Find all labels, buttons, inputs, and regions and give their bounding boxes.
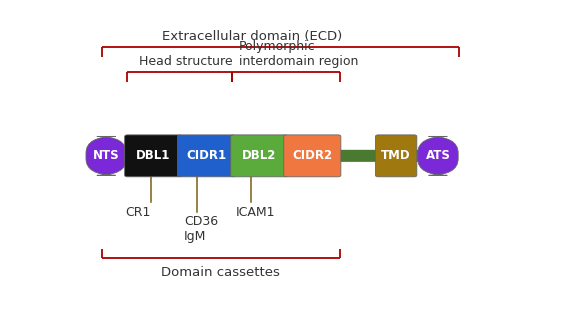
Text: NTS: NTS xyxy=(93,149,119,162)
Text: DBL2: DBL2 xyxy=(242,149,277,162)
Text: Polymorphic
interdomain region: Polymorphic interdomain region xyxy=(239,40,358,68)
FancyBboxPatch shape xyxy=(125,135,182,177)
FancyBboxPatch shape xyxy=(177,135,235,177)
FancyBboxPatch shape xyxy=(86,136,126,175)
FancyBboxPatch shape xyxy=(375,135,417,177)
FancyBboxPatch shape xyxy=(284,135,341,177)
Text: CIDR1: CIDR1 xyxy=(186,149,226,162)
Text: DBL1: DBL1 xyxy=(136,149,171,162)
Text: Extracellular domain (ECD): Extracellular domain (ECD) xyxy=(162,30,343,43)
Text: ICAM1: ICAM1 xyxy=(235,206,275,219)
Text: CD36
IgM: CD36 IgM xyxy=(184,215,218,243)
FancyBboxPatch shape xyxy=(103,150,441,162)
Text: Domain cassettes: Domain cassettes xyxy=(161,266,280,279)
FancyBboxPatch shape xyxy=(418,136,458,175)
Text: Head structure: Head structure xyxy=(139,55,233,68)
Text: TMD: TMD xyxy=(381,149,411,162)
Text: CIDR2: CIDR2 xyxy=(292,149,332,162)
Text: CR1: CR1 xyxy=(125,206,151,219)
FancyBboxPatch shape xyxy=(231,135,288,177)
Text: ATS: ATS xyxy=(426,149,451,162)
